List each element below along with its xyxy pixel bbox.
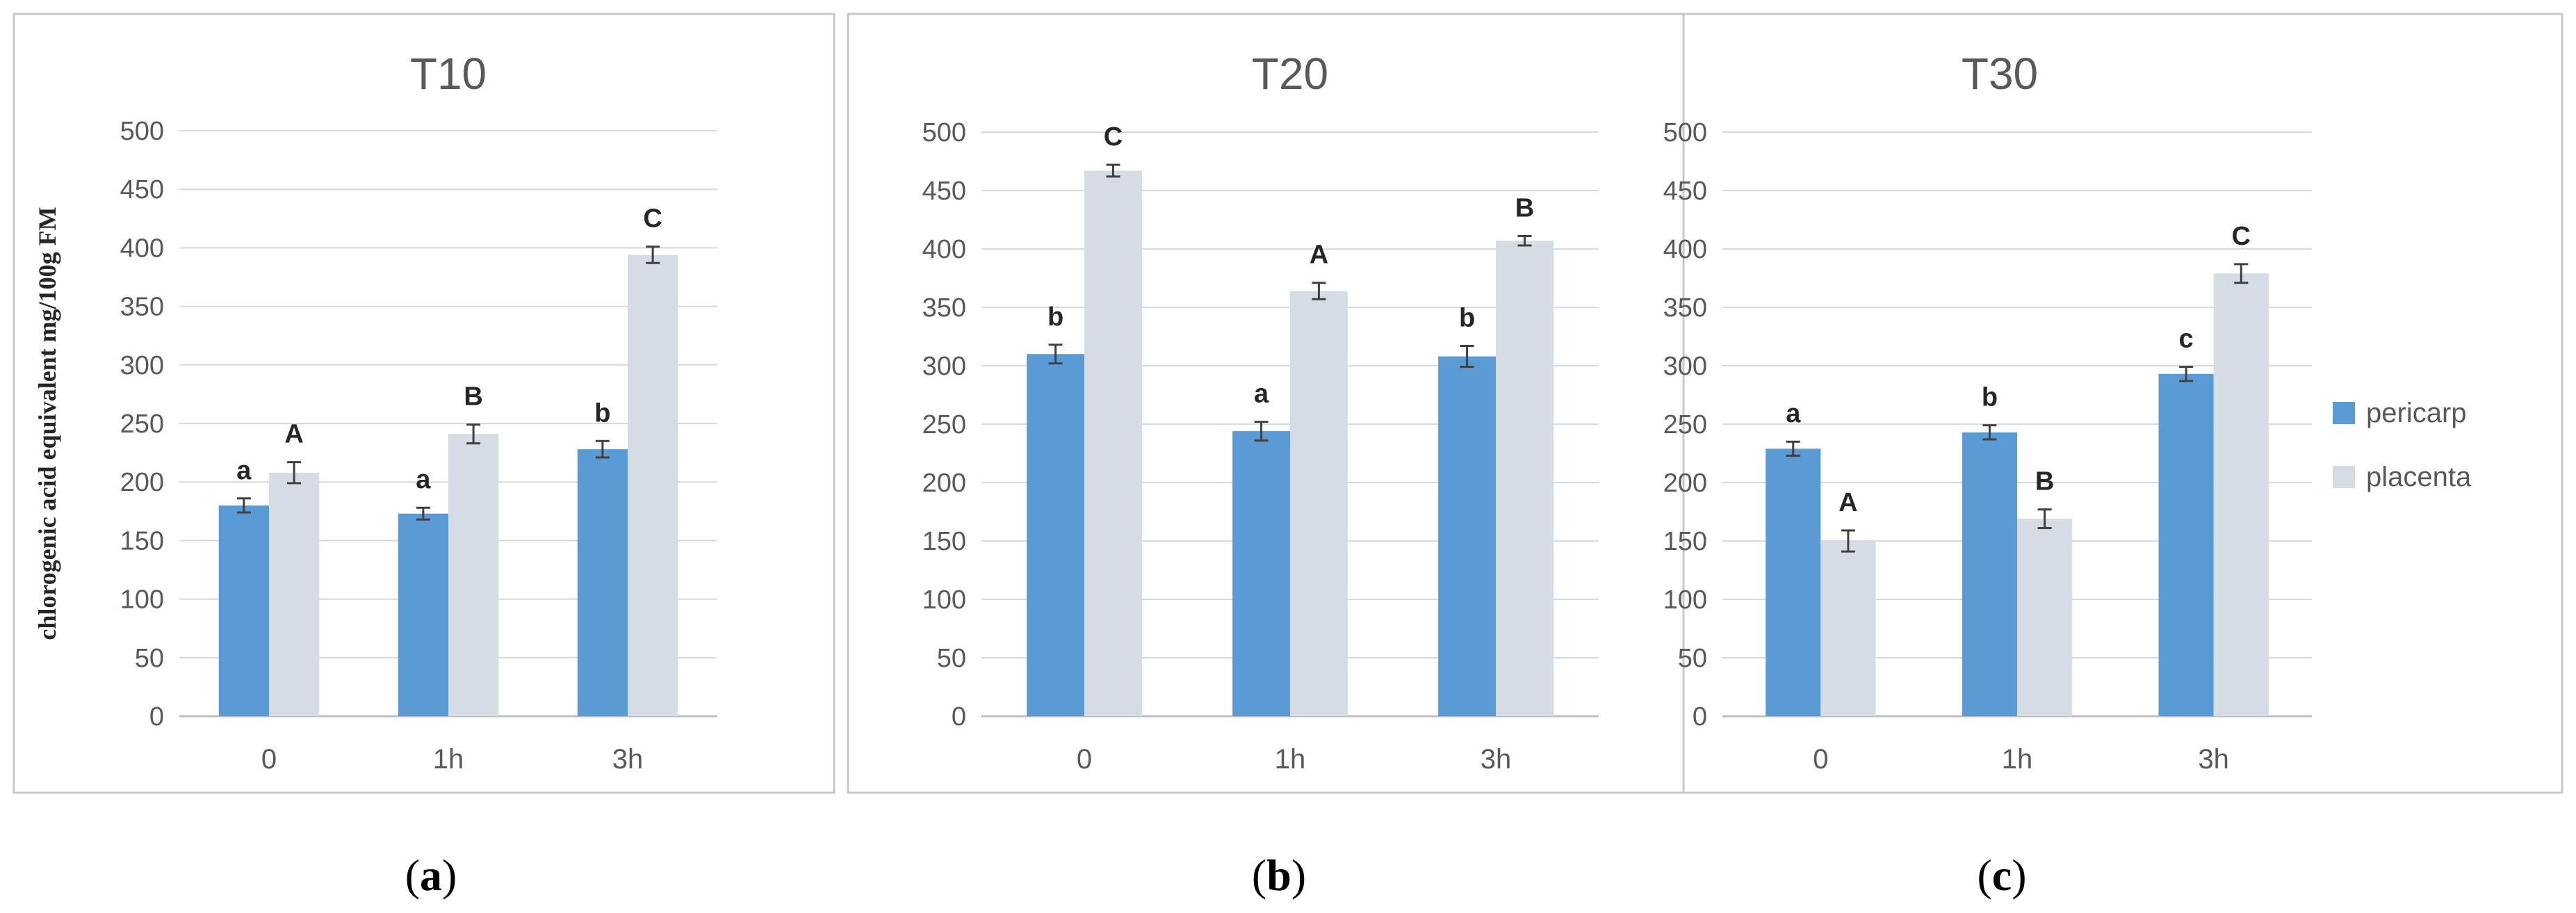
x-tick-label: 3h [2198,744,2229,775]
y-tick-label: 50 [1678,644,1707,673]
y-tick-label: 150 [922,527,966,556]
y-tick-label: 450 [1663,177,1707,206]
chart-layer: T100501001502002503003504004505000aA1haB… [13,13,2563,900]
significance-letter: a [416,465,431,494]
bar-placenta [269,472,320,716]
legend-label: pericarp [2366,398,2467,428]
chart-title: T20 [1252,49,1328,99]
y-tick-label: 500 [120,117,164,146]
y-tick-label: 0 [1693,702,1707,732]
panel-label: (c) [1977,850,2026,900]
significance-letter: b [1982,383,1998,412]
y-tick-label: 450 [120,175,164,204]
significance-letter: B [2035,467,2054,496]
x-tick-label: 3h [1481,744,1512,775]
y-tick-label: 250 [120,410,164,439]
x-tick-label: 0 [261,744,277,775]
bar-placenta [1084,170,1142,716]
legend-swatch [2333,466,2355,488]
y-tick-label: 0 [952,702,966,732]
y-tick-label: 350 [120,293,164,322]
legend-swatch [2333,402,2355,424]
y-tick-label: 0 [149,702,164,732]
significance-letter: a [1254,380,1269,409]
bar-pericarp [1962,432,2017,716]
significance-letter: b [594,398,610,428]
y-tick-label: 200 [120,468,164,497]
panel-label: (a) [405,850,457,900]
x-tick-label: 1h [2002,744,2033,775]
bar-pericarp [218,505,269,716]
y-tick-label: 350 [1663,293,1707,323]
y-tick-label: 50 [937,644,966,673]
significance-letter: A [1310,241,1328,270]
y-tick-label: 150 [120,526,164,556]
y-tick-label: 300 [1663,352,1707,381]
x-tick-label: 0 [1813,744,1828,775]
bar-placenta [1820,541,1876,716]
y-tick-label: 400 [120,234,164,263]
chart-title: T10 [410,49,487,99]
x-tick-label: 3h [612,744,644,775]
x-tick-label: 1h [1275,744,1306,775]
bar-placenta [1290,291,1348,717]
significance-letter: A [1839,488,1857,517]
bar-placenta [2213,273,2269,716]
bar-placenta [628,254,678,716]
y-tick-label: 100 [1663,585,1707,615]
bar-placenta [448,434,499,716]
bar-pericarp [1766,449,1821,716]
y-axis-title: chlorogenic acid equivalent mg/100g FM [33,207,61,640]
legend-label: placenta [2366,462,2472,492]
significance-letter: B [464,382,482,412]
significance-letter: C [2232,222,2251,251]
panel-label: (b) [1252,850,1306,900]
significance-letter: c [2179,325,2194,354]
y-tick-label: 400 [1663,235,1707,264]
y-tick-label: 150 [1663,527,1707,556]
significance-letter: a [1786,399,1801,428]
y-tick-label: 250 [922,410,966,439]
y-tick-label: 400 [922,235,966,264]
bar-pericarp [2158,373,2214,716]
y-tick-label: 300 [922,352,966,381]
bar-placenta [2017,519,2073,716]
panel-frame [13,13,835,794]
bar-pericarp [398,513,448,716]
y-tick-label: 300 [120,351,164,380]
y-tick-label: 250 [1663,410,1707,439]
y-tick-label: 200 [1663,469,1707,498]
bar-pericarp [577,449,628,716]
chart-title: T30 [1962,49,2038,99]
significance-letter: C [1104,122,1123,152]
bar-pericarp [1438,356,1496,716]
y-tick-label: 500 [1663,118,1707,147]
significance-letter: A [284,420,303,449]
y-tick-label: 500 [922,118,966,147]
y-tick-label: 100 [922,585,966,615]
bar-pericarp [1232,431,1290,716]
significance-letter: b [1459,303,1475,332]
significance-letter: a [236,456,252,485]
bar-placenta [1496,241,1554,716]
significance-letter: B [1515,194,1534,223]
y-tick-label: 450 [922,177,966,206]
significance-letter: C [643,204,662,234]
bar-pericarp [1027,354,1084,716]
significance-letter: b [1047,302,1063,332]
panel-frame [1682,13,2563,794]
x-tick-label: 0 [1077,744,1092,775]
y-tick-label: 50 [135,644,164,673]
x-tick-label: 1h [433,744,464,775]
y-tick-label: 100 [120,585,164,615]
y-tick-label: 350 [922,293,966,323]
y-tick-label: 200 [922,469,966,498]
